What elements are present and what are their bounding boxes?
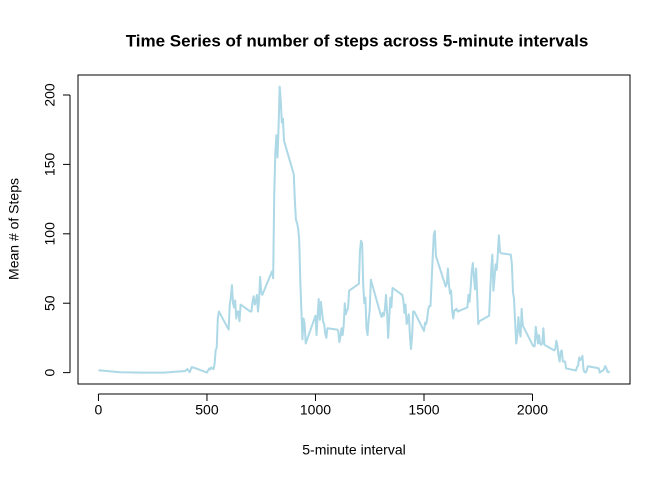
y-axis-label: Mean # of Steps: [6, 178, 22, 280]
y-tick-label: 0: [42, 369, 58, 377]
x-axis-label: 5-minute interval: [302, 442, 406, 458]
x-tick-label: 1000: [300, 402, 331, 418]
y-tick-label: 50: [42, 295, 58, 311]
x-tick-label: 0: [95, 402, 103, 418]
chart-title: Time Series of number of steps across 5-…: [126, 31, 589, 50]
data-line: [98, 85, 611, 374]
x-tick-label: 1500: [408, 402, 439, 418]
y-tick-label: 100: [42, 222, 58, 246]
x-tick-label: 500: [195, 402, 219, 418]
plot-frame: [77, 74, 631, 385]
x-tick-label: 2000: [517, 402, 548, 418]
y-tick-label: 200: [42, 83, 58, 107]
y-tick-label: 150: [42, 153, 58, 177]
